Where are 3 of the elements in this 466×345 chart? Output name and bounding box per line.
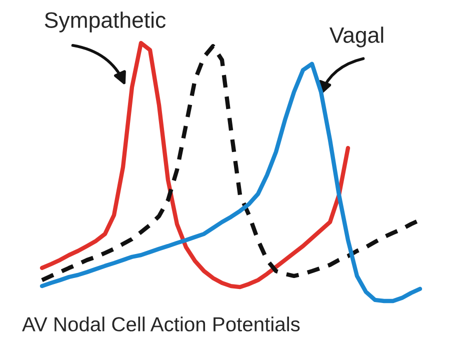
text: Sympathetic — [44, 12, 166, 32]
annotation: Vagal — [330, 26, 384, 48]
text: AV Nodal Cell Action Potentials — [22, 316, 300, 332]
